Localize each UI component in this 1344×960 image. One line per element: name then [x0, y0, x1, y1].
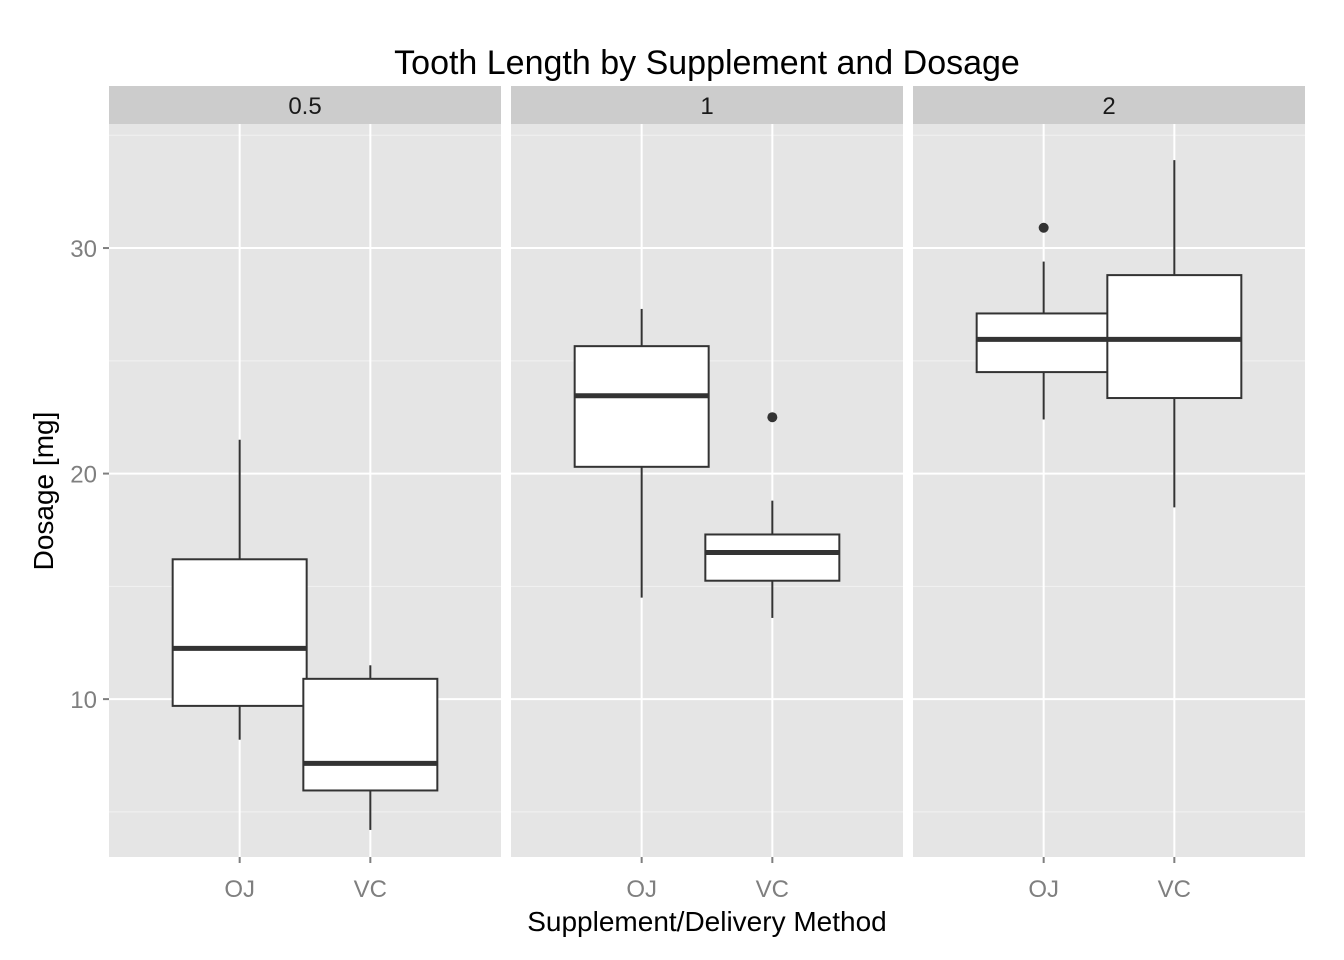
y-tick-label: 10 — [70, 687, 97, 714]
x-tick-label: VC — [1158, 876, 1191, 903]
box-iqr — [1106, 274, 1243, 400]
panel-background — [913, 124, 1305, 857]
box-oj — [171, 439, 308, 740]
x-tick-label: OJ — [224, 876, 255, 903]
chart-title: Tooth Length by Supplement and Dosage — [394, 44, 1020, 82]
x-tick-label: VC — [354, 876, 387, 903]
panel-1: 0.5 OJ VC — [109, 86, 501, 903]
box-iqr — [975, 312, 1112, 374]
box-iqr — [573, 345, 710, 468]
box-iqr — [171, 558, 308, 707]
outlier-point — [767, 412, 778, 423]
box-vc — [1106, 160, 1243, 508]
facet-strip — [511, 86, 903, 124]
facet-strip — [913, 86, 1305, 124]
panels-layer: 0.5 OJ VC 1 OJ VC 2 OJ VC 10 20 30 — [70, 86, 1305, 903]
facet-strip — [109, 86, 501, 124]
box-iqr — [704, 533, 841, 582]
facet-strip-label: 2 — [1102, 93, 1115, 120]
box-iqr — [302, 677, 439, 792]
panel-background — [511, 124, 903, 857]
box-vc — [302, 665, 439, 830]
y-tick-label: 30 — [70, 236, 97, 263]
box-oj — [573, 308, 710, 598]
x-tick-label: OJ — [626, 876, 657, 903]
x-tick-label: OJ — [1028, 876, 1059, 903]
x-tick-label: VC — [756, 876, 789, 903]
facet-strip-label: 1 — [700, 93, 713, 120]
y-tick-label: 20 — [70, 462, 97, 489]
panel-2: 1 OJ VC — [511, 86, 903, 903]
box-oj — [975, 222, 1112, 420]
x-axis-title: Supplement/Delivery Method — [527, 906, 887, 937]
outlier-point — [1038, 222, 1049, 233]
panel-3: 2 OJ VC — [913, 86, 1305, 903]
facet-strip-label: 0.5 — [288, 93, 321, 120]
y-axis-title: Dosage [mg] — [28, 412, 59, 571]
box-vc — [704, 412, 841, 618]
